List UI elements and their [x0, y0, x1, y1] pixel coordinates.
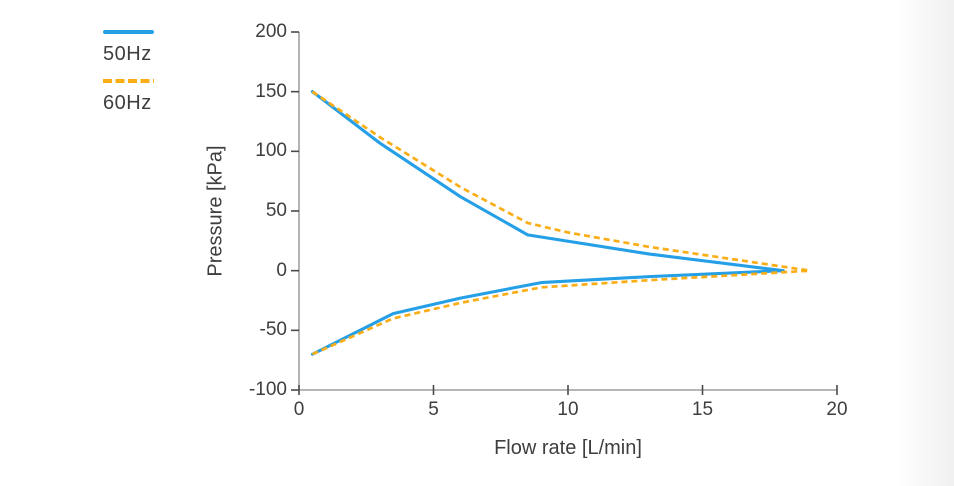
legend-label-60hz: 60Hz [103, 92, 152, 114]
x-tick-label: 0 [293, 399, 305, 420]
y-tick-label: 0 [276, 259, 287, 281]
y-tick-label: 50 [265, 200, 287, 221]
y-tick-label: 200 [255, 21, 287, 42]
curve-50hz-lower [310, 269, 785, 356]
y-tick-label: 100 [255, 140, 287, 162]
chart-legend: 50Hz 60Hz [103, 26, 223, 128]
legend-label-50hz: 50Hz [103, 43, 152, 65]
x-axis-title: Flow rate [L/min] [494, 437, 642, 459]
legend-entry-50hz: 50Hz [103, 30, 223, 65]
x-tick-label: 15 [691, 399, 714, 420]
x-tick-label: 20 [826, 399, 848, 420]
y-tick-label: -50 [259, 319, 287, 341]
legend-line-swatch-solid [103, 30, 154, 34]
legend-entry-60hz: 60Hz [103, 79, 223, 114]
y-axis-title: Pressure [kPa] [204, 145, 227, 277]
curve-50hz-upper [310, 90, 785, 273]
y-tick-label: -100 [248, 379, 287, 400]
y-tick-label: 150 [255, 80, 287, 102]
x-tick-label: 5 [428, 399, 439, 420]
curve-60hz-upper [311, 90, 811, 273]
x-tick-label: 10 [557, 399, 579, 420]
legend-line-swatch-dashed [103, 79, 154, 83]
curve-60hz-lower [311, 269, 811, 356]
